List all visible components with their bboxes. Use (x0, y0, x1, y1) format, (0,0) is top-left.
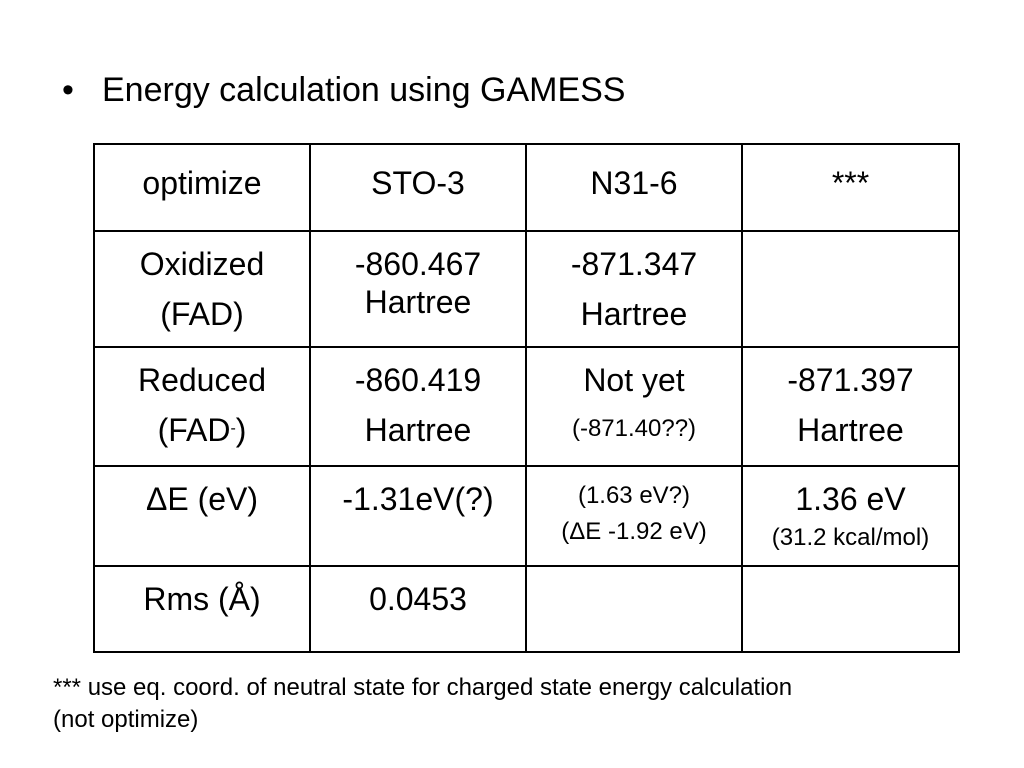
oxidized-n316-value: -871.347 Hartree (525, 230, 743, 348)
header-cell-star: *** (741, 143, 960, 232)
delta-e-n316-value: (1.63 eV?) (ΔE -1.92 eV) (525, 465, 743, 567)
rms-sto3-value: 0.0453 (309, 565, 527, 653)
footnote-line-2: (not optimize) (53, 706, 199, 733)
oxidized-sto3-value: -860.467 Hartree (309, 230, 527, 348)
rms-star-value (741, 565, 960, 653)
reduced-n316-value: Not yet (-871.40??) (525, 346, 743, 467)
reduced-star-value: -871.397 Hartree (741, 346, 960, 467)
bullet-heading: • Energy calculation using GAMESS (62, 70, 625, 110)
heading-text: Energy calculation using GAMESS (102, 71, 626, 109)
table-row-oxidized: Oxidized (FAD) -860.467 Hartree -871.347… (93, 230, 960, 348)
header-cell-optimize: optimize (93, 143, 311, 232)
bullet-symbol: • (62, 71, 74, 109)
row-label-oxidized: Oxidized (FAD) (93, 230, 311, 348)
energy-table: optimize STO-3 N31-6 *** Oxidized (FAD) … (93, 143, 960, 653)
rms-n316-value (525, 565, 743, 653)
table-row-reduced: Reduced (FAD-) -860.419 Hartree Not yet … (93, 346, 960, 467)
oxidized-star-value (741, 230, 960, 348)
footnote: *** use eq. coord. of neutral state for … (53, 672, 792, 736)
table-row-delta-e: ΔE (eV) -1.31eV(?) (1.63 eV?) (ΔE -1.92 … (93, 465, 960, 567)
delta-e-sto3-value: -1.31eV(?) (309, 465, 527, 567)
header-cell-n316: N31-6 (525, 143, 743, 232)
row-label-rms: Rms (Å) (93, 565, 311, 653)
table-row-rms: Rms (Å) 0.0453 (93, 565, 960, 653)
row-label-delta-e: ΔE (eV) (93, 465, 311, 567)
table-header-row: optimize STO-3 N31-6 *** (93, 143, 960, 232)
delta-e-star-value: 1.36 eV (31.2 kcal/mol) (741, 465, 960, 567)
header-cell-sto3: STO-3 (309, 143, 527, 232)
reduced-sto3-value: -860.419 Hartree (309, 346, 527, 467)
footnote-line-1: *** use eq. coord. of neutral state for … (53, 674, 793, 701)
row-label-reduced: Reduced (FAD-) (93, 346, 311, 467)
